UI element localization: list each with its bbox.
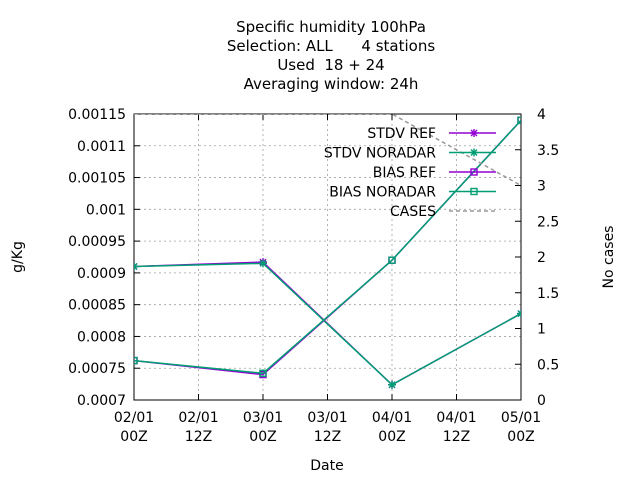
y2-axis-label: No cases — [601, 226, 617, 289]
y2-tick-label: 3 — [537, 179, 546, 195]
y-tick-label: 0.00085 — [68, 298, 126, 314]
x-tick-label: 04/01 12Z — [436, 410, 476, 445]
y-axis-label: g/Kg — [10, 241, 26, 273]
series-line — [134, 119, 521, 375]
x-tick-label: 04/01 00Z — [372, 410, 412, 445]
data-point — [517, 116, 521, 125]
data-point — [134, 356, 138, 365]
y2-tick-label: 0.5 — [537, 357, 559, 373]
y2-tick-label: 1.5 — [537, 286, 559, 302]
y2-tick-label: 2 — [537, 250, 546, 266]
x-tick-label: 03/01 12Z — [307, 410, 347, 445]
legend-label: BIAS NORADAR — [329, 185, 436, 201]
data-point — [388, 380, 396, 389]
data-point — [517, 309, 521, 318]
axes: 02/01 00Z 02/01 12Z 03/01 00Z 03/01 12Z 04/01 00Z… — [68, 107, 559, 445]
series-cases — [134, 114, 521, 187]
chart-title: Specific humidity 100hPa Selection: ALL … — [227, 18, 435, 93]
title-line-4: Averaging window: 24h — [244, 75, 419, 93]
x-axis-label: Date — [310, 458, 343, 474]
y-tick-label: 0.00075 — [68, 361, 126, 377]
series-line — [134, 114, 521, 187]
y-tick-label: 0.0007 — [77, 393, 126, 409]
y-tick-label: 0.00095 — [68, 234, 126, 250]
data-point — [259, 259, 267, 268]
y2-tick-label: 0 — [537, 393, 546, 409]
data-point — [388, 256, 396, 264]
title-line-1: Specific humidity 100hPa — [236, 18, 426, 36]
y-tick-label: 0.0008 — [77, 329, 126, 345]
series-bias-noradar — [134, 116, 521, 378]
legend-label: BIAS REF — [373, 165, 436, 181]
y-tick-label: 0.0011 — [77, 139, 126, 155]
series — [134, 114, 521, 389]
x-tick-label: 02/01 00Z — [114, 410, 154, 445]
y-tick-label: 0.0009 — [77, 266, 126, 282]
legend-marker — [470, 148, 478, 157]
title-line-3: Used 18 + 24 — [277, 56, 384, 74]
x-tick-label: 03/01 00Z — [243, 410, 283, 445]
title-line-2: Selection: ALL 4 stations — [227, 37, 435, 55]
data-point — [259, 369, 267, 378]
y2-tick-label: 3.5 — [537, 143, 559, 159]
y-tick-label: 0.00115 — [68, 107, 126, 123]
x-tick-label: 02/01 12Z — [178, 410, 218, 445]
y-tick-label: 0.00105 — [68, 171, 126, 187]
legend-marker — [470, 129, 478, 137]
x-tick-label: 05/01 00Z — [501, 410, 541, 445]
y2-tick-label: 1 — [537, 322, 546, 338]
series-stdv-noradar — [134, 259, 521, 389]
legend-label: CASES — [390, 204, 436, 220]
data-point — [134, 262, 138, 271]
legend-marker — [470, 187, 478, 196]
y-tick-label: 0.001 — [86, 202, 126, 218]
y2-tick-label: 4 — [537, 107, 546, 123]
series-line — [134, 262, 521, 386]
y2-tick-label: 2.5 — [537, 214, 559, 230]
legend: STDV REF STDV NORADAR BIAS REF BIAS NORADAR… — [324, 126, 496, 220]
legend-label: STDV NORADAR — [324, 146, 436, 162]
legend-label: STDV REF — [367, 126, 436, 142]
legend-marker — [470, 168, 478, 176]
